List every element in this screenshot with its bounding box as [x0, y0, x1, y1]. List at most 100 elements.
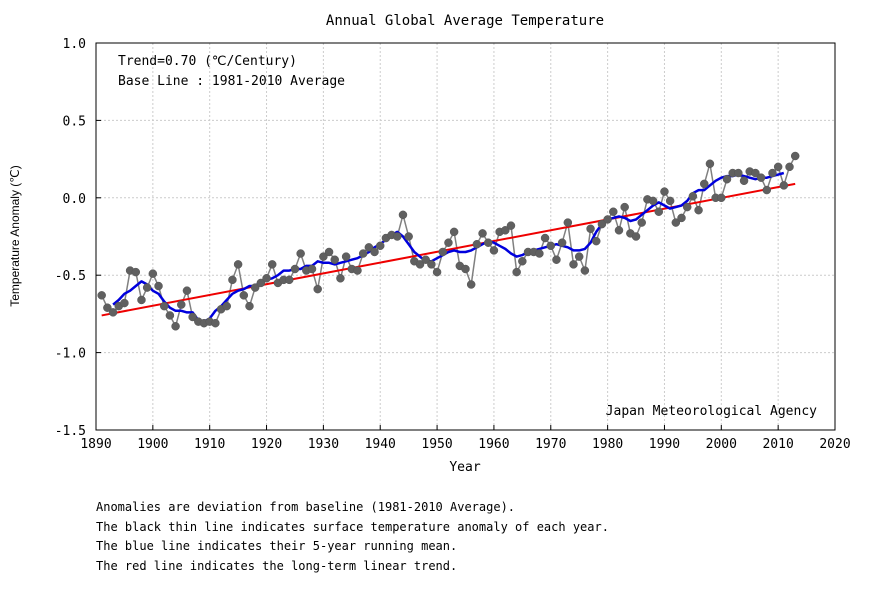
annual-point — [603, 215, 612, 224]
annual-point — [262, 274, 271, 283]
annual-point — [393, 232, 402, 241]
annual-point — [358, 249, 368, 258]
annual-point — [569, 260, 578, 269]
chart-notes: Anomalies are deviation from baseline (1… — [96, 498, 609, 576]
annual-point — [620, 202, 629, 212]
x-tick-label: 1930 — [308, 437, 339, 452]
annual-point — [233, 260, 243, 269]
note-black-line: The black thin line indicates surface te… — [96, 519, 609, 534]
source-label: Japan Meteorological Agency — [606, 404, 817, 419]
annual-point — [751, 168, 760, 178]
annual-point — [785, 162, 794, 172]
annual-point — [574, 252, 584, 261]
annual-point — [182, 286, 192, 295]
annual-point — [478, 229, 487, 238]
x-tick-label: 1960 — [478, 437, 509, 452]
annual-point — [165, 311, 175, 320]
annual-point — [768, 168, 777, 178]
annual-point — [705, 159, 715, 168]
annual-point — [756, 173, 766, 182]
annual-point — [154, 281, 163, 291]
annual-point — [734, 168, 743, 178]
annual-point — [614, 226, 624, 235]
annual-point — [296, 249, 305, 258]
annual-point — [324, 247, 334, 257]
annual-point — [239, 291, 249, 300]
annual-point — [762, 185, 772, 195]
y-tick-label: -1.5 — [55, 424, 86, 439]
annual-point — [694, 205, 703, 215]
annual-point — [461, 264, 470, 274]
note-red-line: The red line indicates the long-term lin… — [96, 558, 458, 573]
annual-point — [586, 224, 595, 234]
chart-title: Annual Global Average Temperature — [326, 13, 604, 29]
x-tick-label: 2010 — [762, 437, 793, 452]
annual-point — [336, 274, 345, 283]
x-tick-label: 1920 — [251, 437, 282, 452]
trend-annotation: Trend=0.70 (℃/Century) — [118, 54, 297, 69]
annual-point — [501, 226, 510, 235]
running-mean-series — [112, 171, 785, 323]
annual-point — [682, 202, 692, 212]
annual-point — [159, 301, 169, 311]
y-tick-label: 0.0 — [63, 192, 86, 207]
annual-point — [688, 192, 698, 201]
annual-point — [341, 252, 351, 261]
note-blue-line: The blue line indicates their 5-year run… — [96, 539, 458, 553]
annual-point — [438, 247, 448, 257]
annual-point — [211, 318, 220, 328]
annual-point — [137, 295, 146, 305]
annual-point — [512, 267, 521, 277]
annual-point — [432, 267, 442, 277]
annual-point — [177, 300, 186, 309]
annual-point — [427, 260, 436, 269]
annual-point — [671, 218, 681, 227]
annual-point — [557, 238, 567, 247]
annual-point — [148, 269, 158, 278]
annual-point — [142, 283, 152, 292]
y-axis-ticks: 1.0 0.5 0.0 -0.5 -1.0 -1.5 — [55, 37, 101, 439]
annual-point — [790, 151, 800, 161]
annual-point — [535, 249, 544, 258]
annual-point — [120, 298, 129, 308]
annual-point — [285, 275, 294, 285]
annual-point — [518, 257, 527, 266]
x-tick-label: 1940 — [365, 437, 396, 452]
annual-point — [267, 260, 277, 269]
annual-point — [722, 174, 732, 184]
annual-point — [609, 207, 618, 216]
annual-point — [660, 187, 669, 196]
annual-point — [131, 267, 141, 277]
annual-point — [591, 236, 601, 246]
baseline-annotation: Base Line : 1981-2010 Average — [118, 74, 345, 89]
plot-area-frame — [95, 42, 836, 431]
annual-point — [654, 207, 664, 216]
annual-point — [648, 196, 658, 206]
annual-point — [250, 283, 260, 292]
x-axis-label: Year — [449, 460, 480, 475]
annual-point — [483, 238, 493, 247]
annual-point — [779, 181, 789, 190]
annual-point — [563, 218, 573, 227]
annual-point — [739, 176, 749, 186]
annual-point — [228, 275, 237, 285]
annual-point — [353, 266, 362, 275]
y-tick-label: -0.5 — [55, 269, 86, 284]
trend-line — [101, 182, 796, 317]
annual-point — [449, 227, 459, 237]
annual-point — [245, 301, 254, 311]
x-tick-label: 1910 — [194, 437, 225, 452]
annual-point — [415, 260, 425, 269]
annual-point — [375, 241, 385, 251]
annual-point — [370, 247, 379, 257]
annual-point — [290, 264, 300, 274]
y-axis-label: Temperature Anomaly (℃) — [8, 165, 22, 307]
annual-point — [97, 291, 106, 300]
x-tick-label: 1890 — [80, 437, 111, 452]
x-tick-label: 1900 — [137, 437, 168, 452]
annual-anomaly-markers — [97, 151, 800, 331]
running-mean-line — [112, 171, 785, 323]
y-tick-label: 0.5 — [63, 114, 86, 129]
x-tick-label: 2000 — [706, 437, 737, 452]
